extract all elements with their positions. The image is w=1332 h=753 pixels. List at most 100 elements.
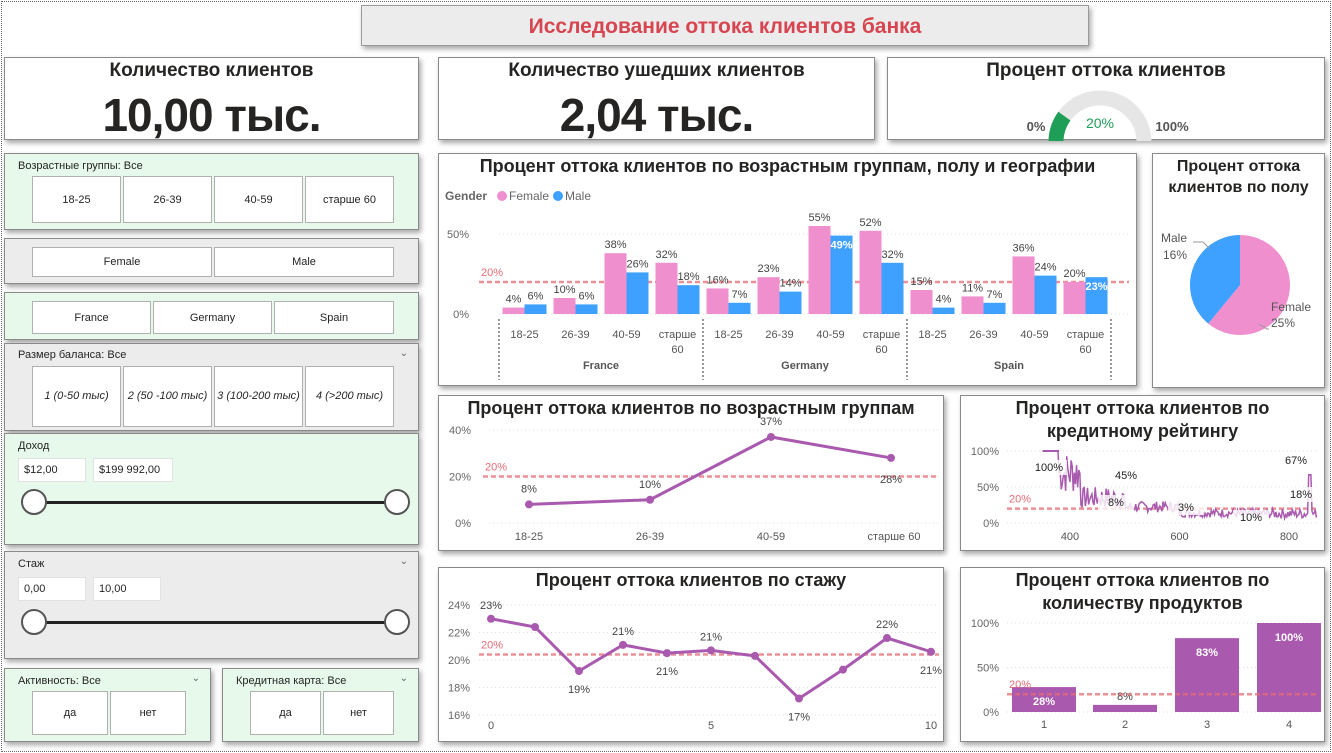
credit-point-label: 67%	[1285, 455, 1307, 467]
tenure-slider-max-handle[interactable]	[384, 609, 410, 635]
products-xtick: 2	[1122, 719, 1128, 731]
activity-slicer: Активность: Все ⌄ да нет	[4, 668, 211, 742]
bar-female-label: 20%	[1063, 268, 1085, 280]
geo-xtick: 40-59	[816, 329, 844, 341]
bar-male	[677, 285, 700, 314]
bar-male-label: 14%	[779, 278, 801, 290]
credit-label-bg	[1233, 510, 1269, 525]
bar-male-label: 49%	[830, 240, 852, 252]
geo-ytick: 0%	[453, 309, 469, 321]
credit-xtick: 600	[1170, 531, 1188, 543]
bar-male	[881, 262, 904, 314]
bar-female-label: 11%	[962, 282, 983, 294]
age-option-40-59[interactable]: 40-59	[214, 176, 303, 223]
age-option-over-60[interactable]: старше 60	[305, 176, 394, 223]
credit-point-label: 100%	[1035, 462, 1063, 474]
products-ytick: 100%	[971, 618, 999, 630]
activity-option-yes[interactable]: да	[32, 691, 108, 735]
tenure-slider-min-handle[interactable]	[21, 609, 47, 635]
balance-slicer: Размер баланса: Все ⌄ 1 (0-50 тыс) 2 (50…	[4, 343, 419, 431]
products-bar	[1175, 638, 1239, 712]
activity-option-no[interactable]: нет	[110, 691, 186, 735]
balance-option-3[interactable]: 3 (100-200 тыс)	[214, 366, 303, 427]
geo-option-spain[interactable]: Spain	[274, 301, 394, 334]
age-xtick: 40-59	[757, 531, 785, 543]
churn-gauge: 0% 20% 100%	[1027, 90, 1189, 141]
gauge-fill	[1048, 111, 1071, 141]
tenure-ref-label: 20%	[481, 640, 503, 652]
age-chart-title: Процент оттока клиентов по возрастным гр…	[467, 398, 915, 418]
balance-option-2[interactable]: 2 (50 -100 тыс)	[123, 366, 212, 427]
bar-male	[524, 304, 547, 314]
age-option-26-39[interactable]: 26-39	[123, 176, 212, 223]
age-point-label: 28%	[880, 474, 902, 486]
products-ref-label: 20%	[1009, 679, 1031, 691]
credit-ytick: 0%	[983, 518, 999, 530]
balance-option-1[interactable]: 1 (0-50 тыс)	[32, 366, 121, 427]
chevron-down-icon[interactable]: ⌄	[399, 348, 408, 359]
credit-card-slicer-title: Кредитная карта: Все	[236, 675, 347, 687]
age-point-label: 10%	[639, 479, 661, 491]
tenure-min-input[interactable]: 0,00	[18, 577, 86, 601]
gauge-max-label: 100%	[1155, 119, 1189, 134]
age-ytick: 40%	[449, 425, 471, 437]
page-title: Исследование оттока клиентов банка	[361, 5, 1089, 46]
geo-ref-label: 20%	[481, 267, 503, 279]
tenure-slider-track[interactable]	[34, 621, 396, 624]
bar-female-label: 36%	[1012, 242, 1034, 254]
tenure-point-label: 19%	[568, 684, 590, 696]
credit-series-line	[1042, 450, 1318, 522]
tenure-max-input[interactable]: 10,00	[93, 577, 161, 601]
credit-label-bg	[1031, 460, 1067, 475]
credit-label-bg	[1278, 453, 1314, 468]
tenure-point	[487, 614, 495, 623]
geo-option-germany[interactable]: Germany	[153, 301, 272, 334]
bar-female	[604, 253, 627, 314]
bar-female	[910, 290, 933, 314]
tenure-point-label: 22%	[876, 619, 898, 631]
bar-female-label: 32%	[655, 249, 677, 261]
bar-male	[830, 235, 853, 314]
bar-female	[502, 307, 525, 314]
bar-female-label: 23%	[757, 263, 779, 275]
age-ytick: 0%	[455, 518, 471, 530]
kpi-total-value: 10,00 тыс.	[102, 89, 321, 141]
chevron-down-icon[interactable]: ⌄	[399, 673, 408, 684]
age-point	[646, 495, 654, 504]
age-line-chart: 0% 20% 40% 20% 8% 18-25 10% 26-39 37% 40-59 28% ста…	[449, 416, 939, 543]
products-bar-label: 8%	[1117, 691, 1133, 703]
gender-option-female[interactable]: Female	[32, 247, 212, 277]
bar-male-label: 26%	[626, 258, 648, 270]
income-max-input[interactable]: $199 992,00	[93, 458, 173, 482]
bar-male	[1085, 277, 1108, 314]
gender-option-male[interactable]: Male	[214, 247, 394, 277]
gender-chart-title: Процент оттока клиентов по полу	[1168, 158, 1309, 196]
geo-option-france[interactable]: France	[32, 301, 151, 334]
chevron-down-icon[interactable]: ⌄	[399, 556, 408, 567]
income-slider-track[interactable]	[34, 501, 396, 504]
income-slicer-title: Доход	[18, 440, 50, 452]
balance-option-4[interactable]: 4 (>200 тыс)	[305, 366, 394, 427]
gender-chart-card: Процент оттока клиентов по полу Male 16% F…	[1152, 153, 1325, 388]
tenure-point-label: 21%	[612, 626, 634, 638]
card-option-yes[interactable]: да	[250, 691, 321, 735]
kpi-churned-value: 2,04 тыс.	[559, 89, 755, 141]
age-option-18-25[interactable]: 18-25	[32, 176, 121, 223]
bar-male-label: 7%	[987, 289, 1003, 301]
gender-slicer: Female Male	[4, 238, 419, 284]
geo-xtick: 60	[875, 344, 887, 356]
tenure-point	[619, 640, 627, 649]
geo-xtick: старше	[863, 329, 901, 341]
geo-xtick: 26-39	[765, 329, 793, 341]
bar-male-label: 32%	[881, 249, 903, 261]
income-slider-min-handle[interactable]	[21, 489, 47, 515]
bar-female	[757, 277, 780, 314]
income-min-input[interactable]: $12,00	[18, 458, 86, 482]
geo-xtick: 40-59	[612, 329, 640, 341]
chevron-down-icon[interactable]: ⌄	[191, 673, 200, 684]
card-option-no[interactable]: нет	[323, 691, 394, 735]
geo-xtick: старше	[659, 329, 697, 341]
income-slider-max-handle[interactable]	[384, 489, 410, 515]
products-chart-title: Процент оттока клиентов по количеству пр…	[1015, 570, 1270, 613]
